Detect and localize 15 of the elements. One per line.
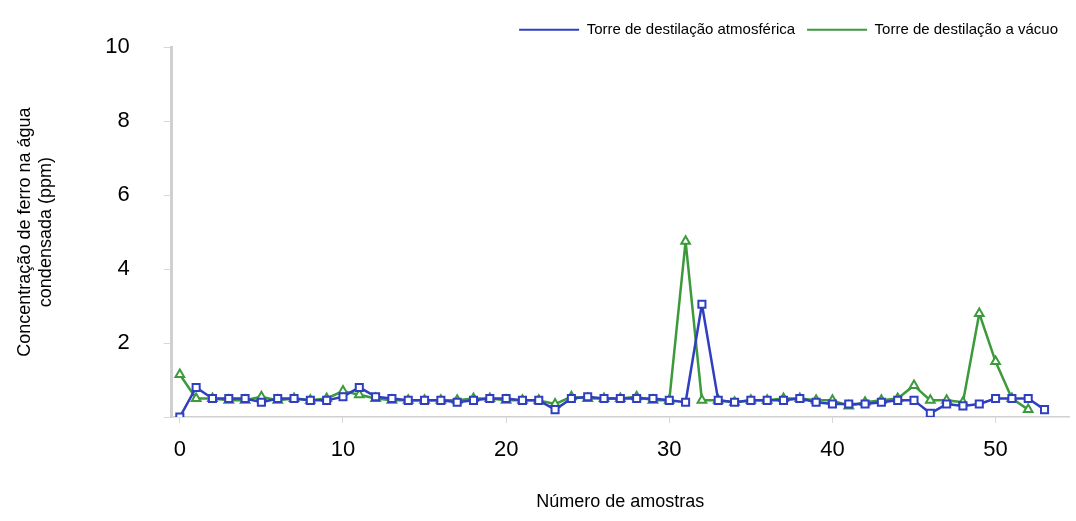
- y-axis-title: Concentração de ferro na água condensada (ppm): [13, 106, 56, 357]
- x-tick-label: 0: [173, 436, 186, 462]
- y-tick-label: 8: [117, 107, 130, 133]
- x-tick-label: 40: [820, 436, 845, 462]
- y-tick-label: 6: [117, 181, 130, 207]
- x-tick-label: 50: [983, 436, 1008, 462]
- y-tick-label: 2: [117, 329, 130, 355]
- x-tick-label: 10: [330, 436, 356, 462]
- x-tick-label: 30: [657, 436, 682, 462]
- y-tick-label: 4: [117, 255, 130, 281]
- y-tick-label: 10: [105, 33, 130, 59]
- legend-label: Torre de destilação atmosférica: [586, 19, 796, 37]
- x-tick-label: 20: [493, 436, 519, 462]
- x-axis-title: Número de amostras: [536, 491, 705, 512]
- legend-label: Torre de destilação a vácuo: [874, 19, 1059, 37]
